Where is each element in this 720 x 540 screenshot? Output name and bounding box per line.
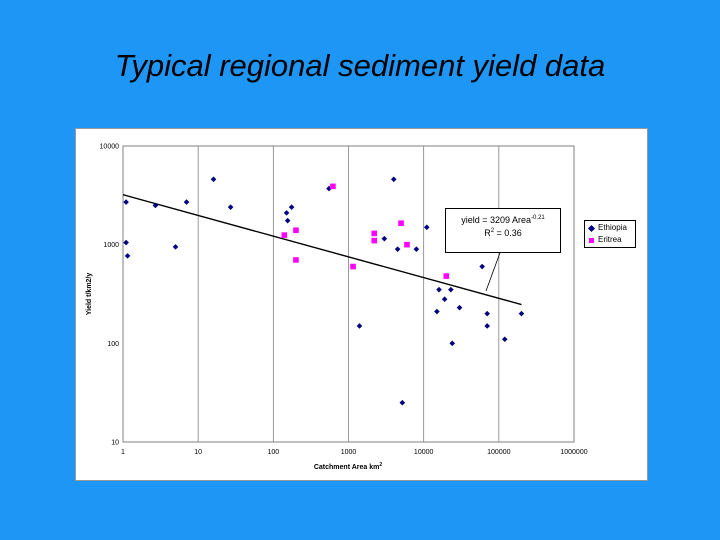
data-point-ethiopia bbox=[484, 310, 490, 317]
r-squared-label: R bbox=[484, 228, 491, 238]
data-point-eritrea bbox=[404, 241, 410, 248]
x-tick-label: 1 bbox=[121, 449, 125, 456]
x-axis-title: Catchment Area km2 bbox=[314, 462, 383, 471]
data-point-ethiopia bbox=[501, 336, 508, 343]
x-tick-label: 10 bbox=[194, 449, 202, 456]
data-point-ethiopia bbox=[441, 296, 448, 303]
data-point-eritrea bbox=[371, 237, 378, 244]
data-point-ethiopia bbox=[123, 239, 129, 246]
data-point-ethiopia bbox=[356, 323, 363, 329]
axis-ticks: 1 10 100 1000 10000 100000 1000000101001000100… bbox=[100, 144, 588, 457]
data-point-ethiopia bbox=[172, 244, 179, 250]
data-points bbox=[123, 176, 525, 406]
data-point-ethiopia bbox=[518, 310, 525, 317]
chart-area: 1 10 100 1000 10000 100000 1000000 10 100 1000 100… bbox=[75, 128, 648, 481]
scatter-plot: 1 10 100 1000 10000 100000 1000000101001000100… bbox=[86, 144, 588, 472]
data-point-ethiopia bbox=[227, 204, 234, 210]
data-point-ethiopia bbox=[479, 263, 485, 270]
equation-exponent: -0.21 bbox=[531, 215, 545, 221]
data-point-eritrea bbox=[281, 232, 288, 238]
x-tick-label: 1000000 bbox=[560, 449, 587, 456]
data-point-ethiopia bbox=[423, 224, 430, 231]
x-tick-label: 100 bbox=[267, 449, 279, 456]
data-point-eritrea bbox=[371, 230, 378, 237]
data-point-ethiopia bbox=[456, 304, 463, 311]
trendline bbox=[122, 194, 522, 306]
data-point-eritrea bbox=[293, 227, 299, 234]
x-tick-label: 1000 bbox=[341, 449, 357, 456]
legend-label: Eritrea bbox=[598, 235, 622, 244]
y-axis-title: Yield t/km2/y bbox=[86, 273, 93, 316]
data-point-eritrea bbox=[443, 273, 450, 279]
data-point-eritrea bbox=[293, 257, 299, 263]
square-marker-icon bbox=[589, 238, 594, 243]
data-point-ethiopia bbox=[434, 308, 440, 315]
data-point-eritrea bbox=[330, 183, 336, 190]
data-point-ethiopia bbox=[436, 286, 442, 293]
data-point-ethiopia bbox=[288, 204, 295, 210]
data-point-ethiopia bbox=[123, 199, 129, 205]
equation-pointer bbox=[485, 249, 502, 292]
data-point-ethiopia bbox=[399, 399, 406, 406]
data-point-ethiopia bbox=[448, 286, 454, 293]
data-point-ethiopia bbox=[183, 199, 190, 205]
x-tick-label: 10000 bbox=[414, 449, 434, 456]
data-point-ethiopia bbox=[484, 323, 490, 329]
data-point-ethiopia bbox=[210, 176, 217, 183]
r-squared-exponent: 2 bbox=[490, 228, 495, 234]
y-tick-label: 10000 bbox=[100, 144, 120, 151]
y-tick-label: 1000 bbox=[103, 242, 119, 249]
data-point-ethiopia bbox=[326, 185, 332, 192]
data-point-ethiopia bbox=[449, 340, 456, 347]
legend-label: Ethiopia bbox=[598, 223, 627, 232]
chart-legend: Ethiopia Eritrea bbox=[584, 220, 636, 248]
slide-title: Typical regional sediment yield data bbox=[114, 48, 606, 83]
y-tick-label: 100 bbox=[107, 341, 119, 348]
y-tick-label: 10 bbox=[111, 440, 119, 447]
x-tick-label: 100000 bbox=[487, 449, 510, 456]
data-point-eritrea bbox=[350, 263, 356, 270]
data-point-eritrea bbox=[398, 220, 404, 227]
r-squared-value: = 0.36 bbox=[494, 228, 522, 238]
data-point-ethiopia bbox=[283, 210, 290, 216]
regression-equation-box: yield = 3209 Area-0.21 R2 = 0.36 bbox=[445, 208, 561, 253]
equation-text: yield = 3209 Area bbox=[461, 215, 532, 225]
legend-item-eritrea: Eritrea bbox=[585, 234, 635, 246]
legend-item-ethiopia: Ethiopia bbox=[585, 222, 635, 234]
diamond-marker-icon bbox=[587, 224, 596, 233]
